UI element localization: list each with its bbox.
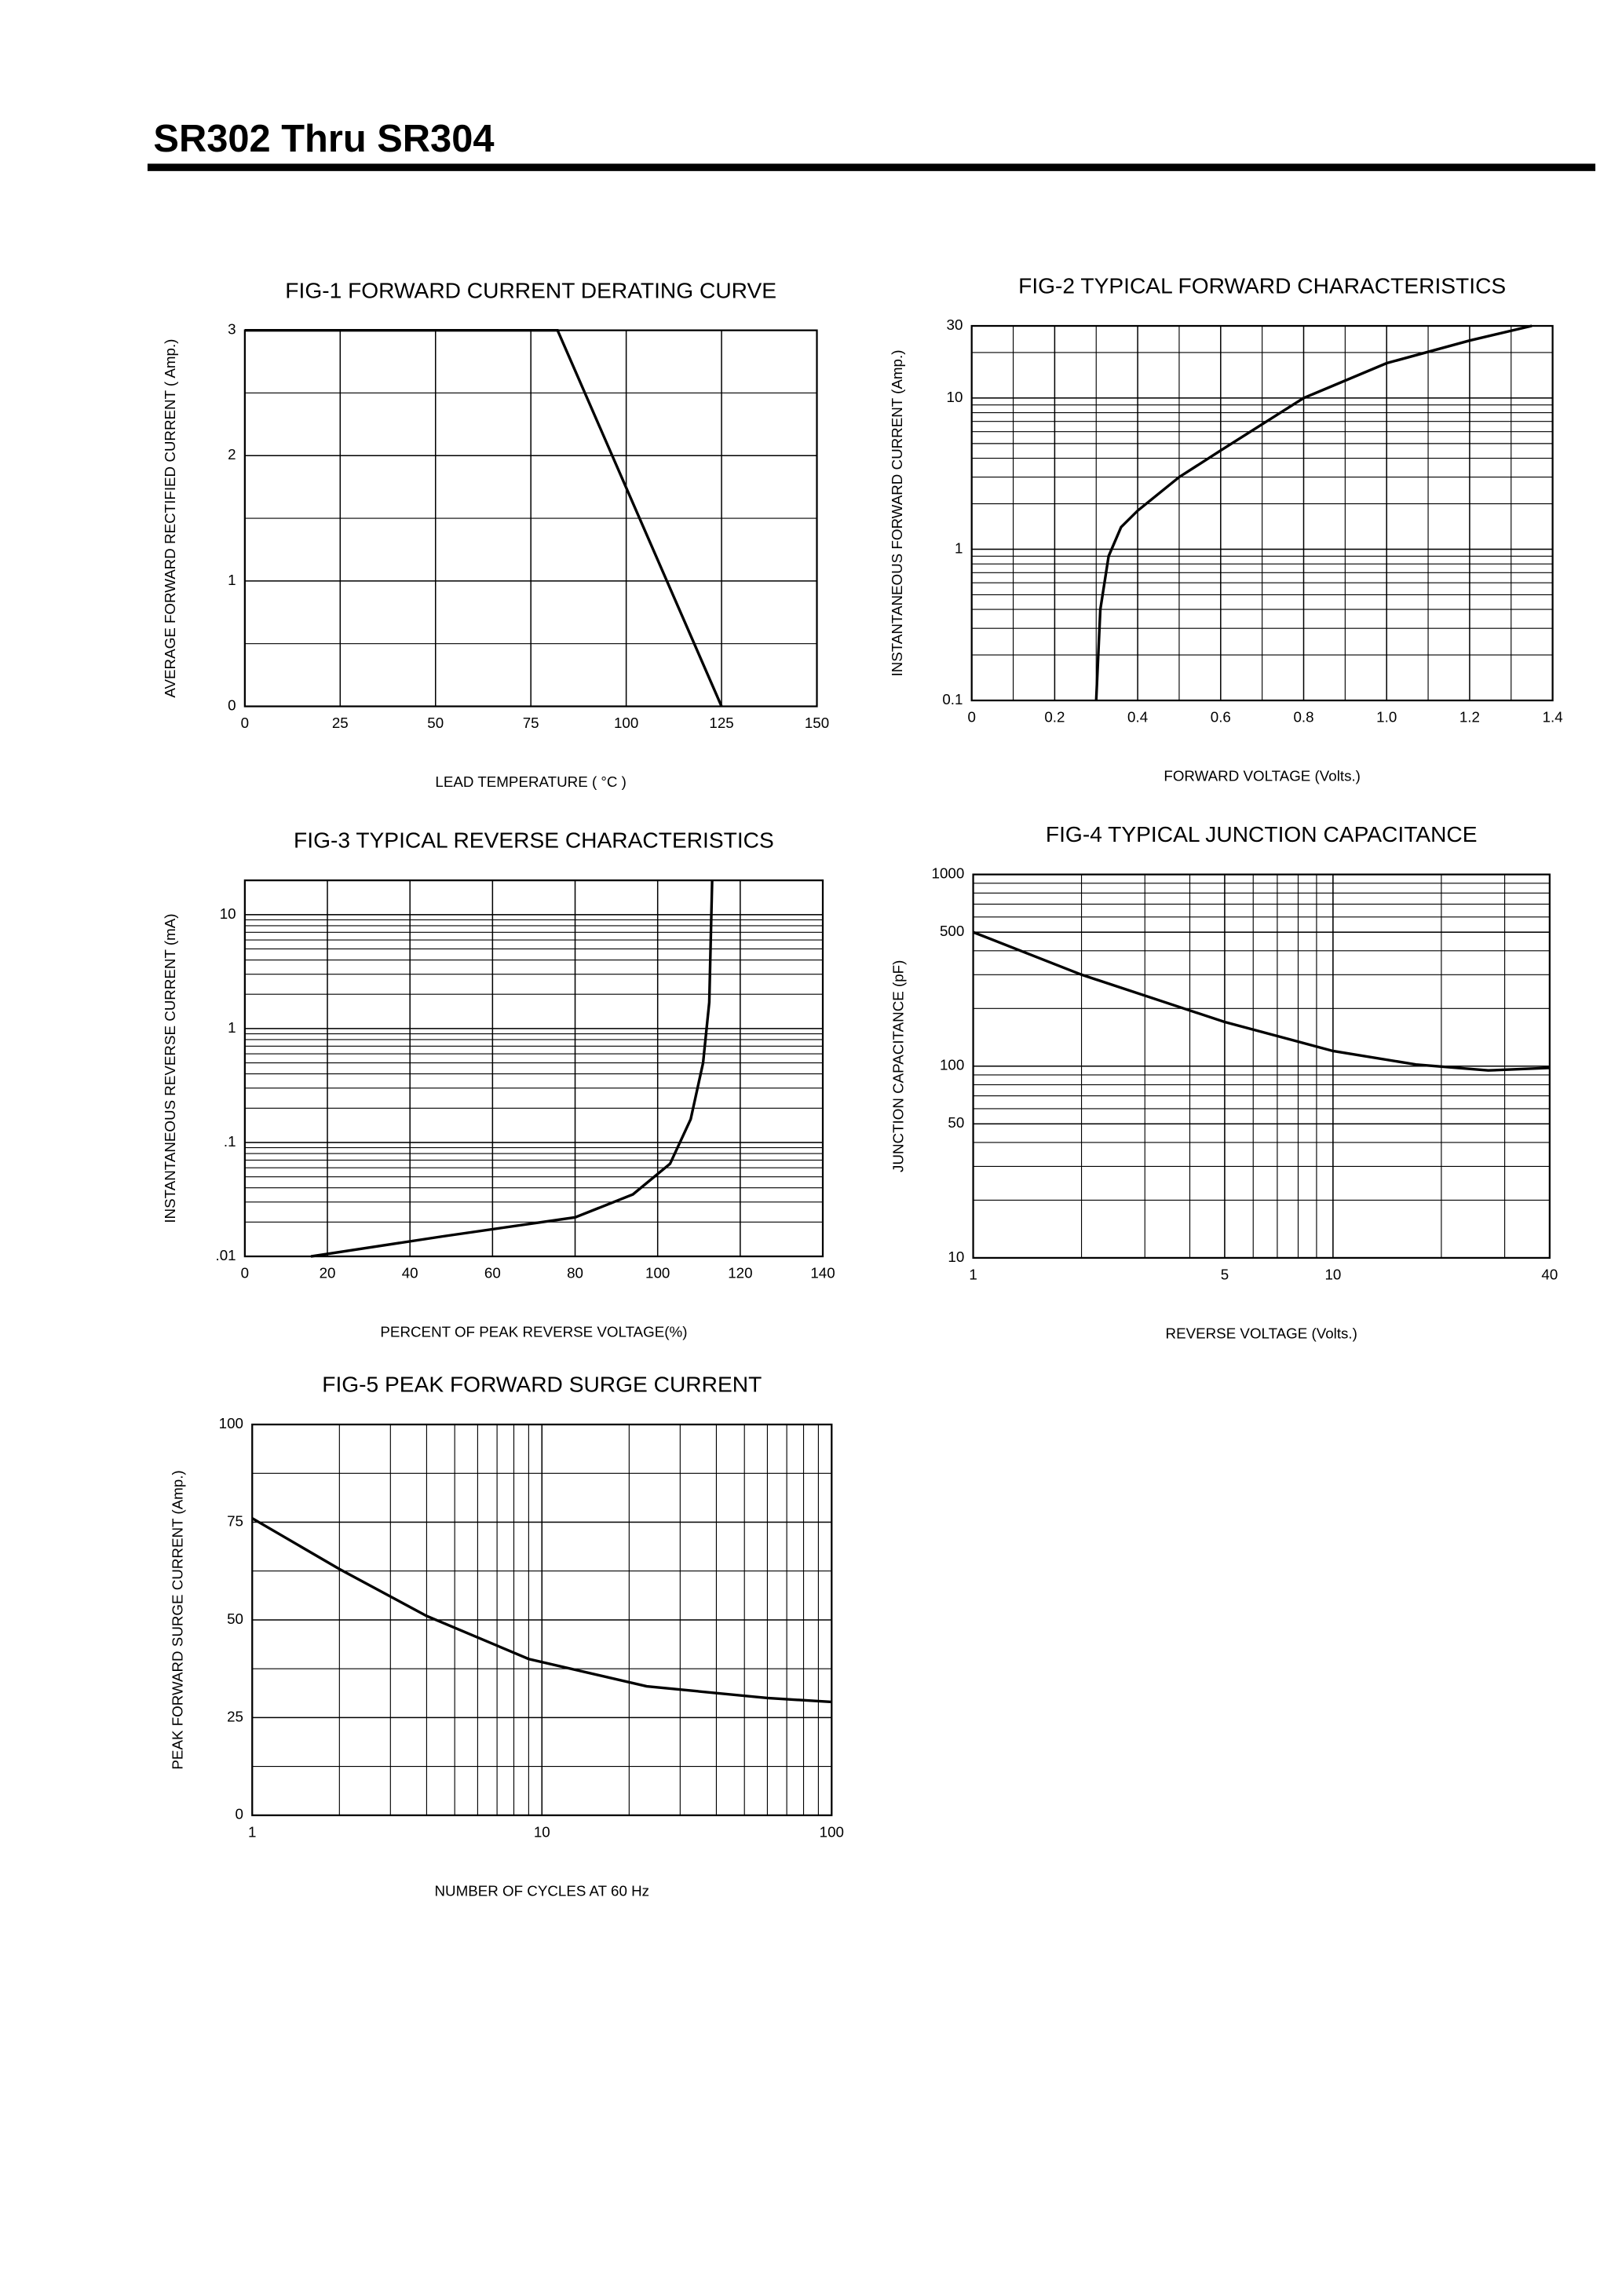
x-tick-label: 50 — [427, 715, 444, 731]
x-tick-label: 40 — [402, 1265, 418, 1281]
y-axis-label: AVERAGE FORWARD RECTIFIED CURRENT ( Amp.… — [162, 339, 178, 698]
x-tick-label: 0.8 — [1293, 709, 1313, 726]
y-tick-label: 2 — [228, 446, 236, 462]
y-tick-label: 1 — [955, 539, 963, 556]
x-tick-label: 100 — [820, 1823, 844, 1840]
x-tick-label: 60 — [484, 1265, 501, 1281]
header-rule — [147, 163, 1596, 171]
x-tick-label: 10 — [1324, 1266, 1341, 1282]
x-axis-label: LEAD TEMPERATURE ( °C ) — [435, 773, 626, 790]
y-tick-label: 1 — [228, 1019, 236, 1036]
x-axis-label: PERCENT OF PEAK REVERSE VOLTAGE(%) — [380, 1324, 687, 1340]
x-tick-label: 1 — [248, 1823, 256, 1840]
x-tick-label: 75 — [523, 715, 539, 731]
x-tick-label: 5 — [1221, 1266, 1229, 1282]
plot-frame — [970, 324, 1554, 702]
y-axis-label: JUNCTION CAPACITANCE (pF) — [890, 960, 907, 1172]
x-tick-label: 140 — [810, 1265, 835, 1281]
y-tick-label: 100 — [219, 1415, 243, 1431]
plot-frame — [972, 873, 1551, 1260]
chart-title: FIG-4 TYPICAL JUNCTION CAPACITANCE — [1046, 822, 1478, 846]
y-tick-label: 10 — [947, 389, 963, 405]
x-tick-label: 0.6 — [1211, 709, 1231, 726]
data-line — [972, 930, 1550, 1072]
y-tick-label: 10 — [948, 1249, 964, 1265]
x-axis-label: REVERSE VOLTAGE (Volts.) — [1166, 1325, 1357, 1342]
y-tick-label: 500 — [940, 923, 964, 939]
y-tick-label: 1 — [228, 572, 236, 588]
y-tick-label: .1 — [224, 1133, 236, 1150]
page-title: SR302 Thru SR304 — [153, 118, 494, 160]
y-axis-label: PEAK FORWARD SURGE CURRENT (Amp.) — [169, 1470, 185, 1769]
x-tick-label: 40 — [1541, 1266, 1558, 1282]
x-tick-label: 0 — [241, 715, 249, 731]
chart-title: FIG-5 PEAK FORWARD SURGE CURRENT — [322, 1373, 762, 1397]
y-tick-label: 0.1 — [942, 691, 963, 707]
y-axis-label: INSTANTANEOUS REVERSE CURRENT (mA) — [162, 914, 178, 1223]
y-tick-label: 100 — [940, 1057, 964, 1073]
data-line — [310, 880, 714, 1258]
x-tick-label: 1.2 — [1459, 709, 1480, 726]
x-tick-label: 0 — [241, 1265, 249, 1281]
y-tick-label: 3 — [228, 321, 236, 338]
data-line — [251, 1517, 832, 1704]
x-tick-label: 20 — [320, 1265, 336, 1281]
x-tick-label: 1 — [969, 1266, 977, 1282]
y-tick-label: 10 — [220, 905, 236, 922]
x-tick-label: 0.2 — [1044, 709, 1065, 726]
x-tick-label: 1.4 — [1543, 709, 1563, 726]
y-tick-label: 50 — [948, 1114, 964, 1131]
y-tick-label: .01 — [215, 1247, 236, 1263]
x-tick-label: 120 — [728, 1265, 752, 1281]
y-tick-label: 30 — [947, 316, 963, 333]
x-axis-label: NUMBER OF CYCLES AT 60 Hz — [434, 1882, 649, 1899]
x-tick-label: 1.0 — [1376, 709, 1397, 726]
x-tick-label: 0 — [967, 709, 975, 726]
x-tick-label: 100 — [645, 1265, 670, 1281]
chart-title: FIG-3 TYPICAL REVERSE CHARACTERISTICS — [294, 828, 774, 853]
x-tick-label: 150 — [805, 715, 829, 731]
plot-frame — [251, 1423, 833, 1816]
chart-title: FIG-1 FORWARD CURRENT DERATING CURVE — [285, 278, 776, 302]
data-line — [1094, 324, 1532, 701]
x-tick-label: 25 — [332, 715, 349, 731]
data-line — [244, 328, 723, 707]
x-tick-label: 80 — [567, 1265, 583, 1281]
x-tick-label: 125 — [709, 715, 733, 731]
x-axis-label: FORWARD VOLTAGE (Volts.) — [1164, 768, 1361, 784]
y-tick-label: 75 — [227, 1512, 243, 1529]
y-tick-label: 0 — [236, 1806, 243, 1823]
x-tick-label: 10 — [534, 1823, 550, 1840]
y-axis-label: INSTANTANEOUS FORWARD CURRENT (Amp.) — [889, 350, 905, 677]
y-tick-label: 0 — [228, 697, 236, 714]
x-tick-label: 0.4 — [1127, 709, 1148, 726]
y-tick-label: 50 — [227, 1610, 243, 1627]
y-tick-label: 25 — [227, 1708, 243, 1724]
chart-title: FIG-2 TYPICAL FORWARD CHARACTERISTICS — [1018, 274, 1506, 298]
plot-frame — [243, 879, 824, 1258]
x-tick-label: 100 — [614, 715, 638, 731]
y-tick-label: 1000 — [932, 865, 965, 882]
